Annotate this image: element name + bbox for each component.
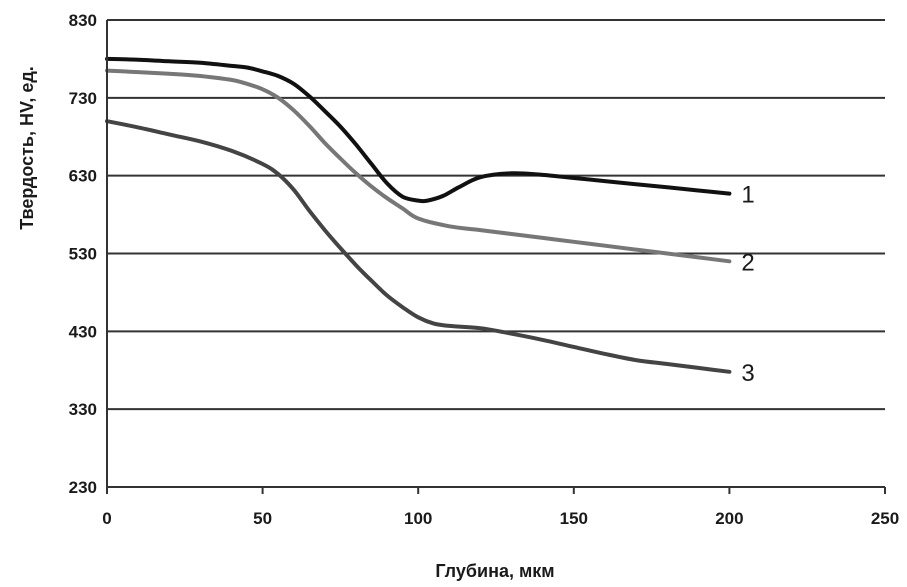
y-tick-label: 430: [69, 322, 97, 341]
series-label-2: 2: [741, 249, 754, 276]
y-tick-label: 330: [69, 400, 97, 419]
y-tick-labels: 230 330 430 530 630 730 830: [69, 11, 97, 497]
series-labels: 1 2 3: [741, 182, 754, 387]
y-tick-label: 730: [69, 89, 97, 108]
series-line-1: [105, 56, 732, 204]
y-tick-label: 830: [69, 11, 97, 30]
x-tick-label: 150: [560, 509, 588, 528]
series-label-3: 3: [741, 360, 754, 387]
x-tick-label: 0: [102, 509, 111, 528]
y-tick-label: 630: [69, 167, 97, 186]
x-tick-labels: 0 50 100 150 200 250: [102, 509, 899, 528]
x-tick-label: 250: [871, 509, 899, 528]
grid-lines: [107, 19, 885, 411]
x-tick-label: 50: [253, 509, 272, 528]
series-line-3: [105, 119, 732, 374]
x-axis-title: Глубина, мкм: [435, 561, 554, 581]
x-tick-label: 100: [404, 509, 432, 528]
series-line-2: [105, 68, 732, 264]
series-label-1: 1: [741, 182, 754, 209]
axes: [106, 20, 886, 494]
y-axis-title: Твердость, HV, ед.: [17, 66, 37, 230]
x-tick-label: 200: [715, 509, 743, 528]
series-lines: [105, 56, 732, 374]
y-tick-label: 230: [69, 478, 97, 497]
y-tick-label: 530: [69, 245, 97, 264]
